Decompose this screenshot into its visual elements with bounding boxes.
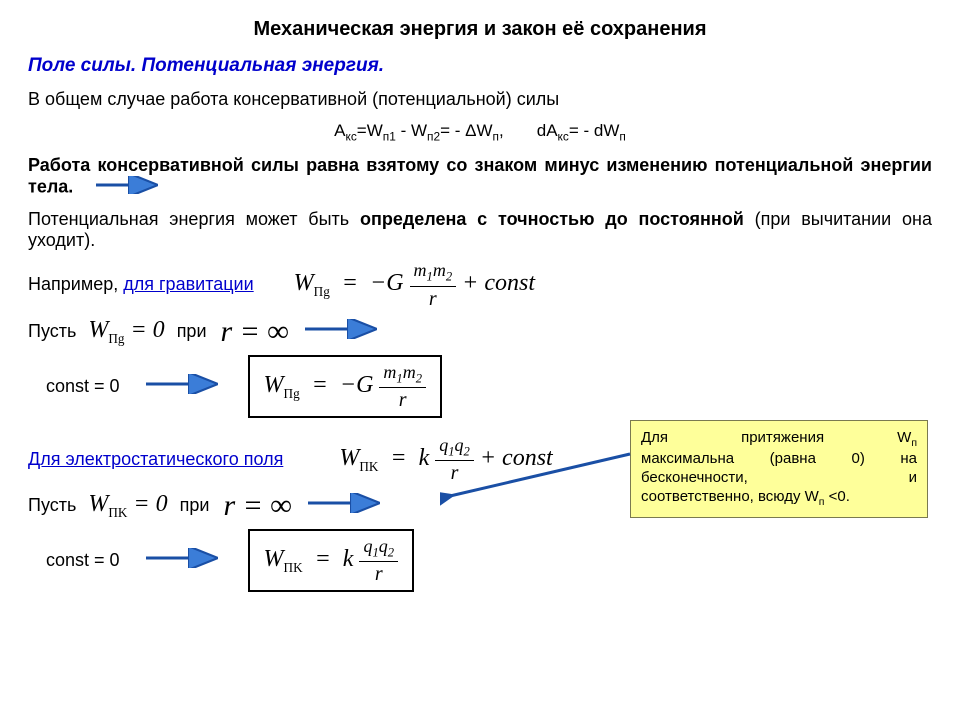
pointer-arrow-icon [440, 448, 640, 508]
eq-wpk-zero: WПK = 0 [88, 491, 167, 521]
row-gravitation: Например, для гравитации WПg = −G m1m2r … [28, 261, 932, 308]
arrow-icon [144, 374, 224, 399]
page-title: Механическая энергия и закон её сохранен… [28, 18, 932, 41]
label-const-1: const = 0 [46, 376, 120, 397]
row-electro-boxed: const = 0 WПK = k q1q2r [46, 529, 932, 592]
eq-grav-full: WПg = −G m1m2r + const [294, 261, 535, 308]
label-at-1: при [177, 321, 207, 342]
para-2: Работа консервативной силы равна взятому… [28, 155, 932, 199]
boxed-eq-electro: WПK = k q1q2r [248, 529, 415, 592]
arrow-icon [306, 493, 386, 518]
label-at-2: при [180, 495, 210, 516]
equation-work: Aкс=Wп1 - Wп2= - ΔWп, dAкс= - dWп [28, 120, 932, 143]
label-let-1: Пусть [28, 321, 76, 342]
eq-r-inf-1: r = ∞ [221, 315, 289, 349]
arrow-icon [144, 548, 224, 573]
arrow-icon [94, 176, 164, 199]
para-3: Потенциальная энергия может быть определ… [28, 209, 932, 251]
eq-wpg-zero: WПg = 0 [88, 317, 164, 347]
eq-r-inf-2: r = ∞ [223, 489, 291, 523]
boxed-eq-grav: WПg = −G m1m2r [248, 355, 442, 418]
label-example: Например, для гравитации [28, 274, 254, 295]
label-let-2: Пусть [28, 495, 76, 516]
arrow-icon [303, 319, 383, 344]
link-electro: Для электростатического поля [28, 449, 283, 470]
subtitle: Поле силы. Потенциальная энергия. [28, 55, 932, 77]
row-grav-cond: Пусть WПg = 0 при r = ∞ [28, 315, 932, 349]
label-const-2: const = 0 [46, 550, 120, 571]
row-grav-boxed: const = 0 WПg = −G m1m2r [46, 355, 932, 418]
note-box: Для притяжения Wп максимальна (равна 0) … [630, 420, 928, 518]
para-1: В общем случае работа консервативной (по… [28, 89, 932, 110]
